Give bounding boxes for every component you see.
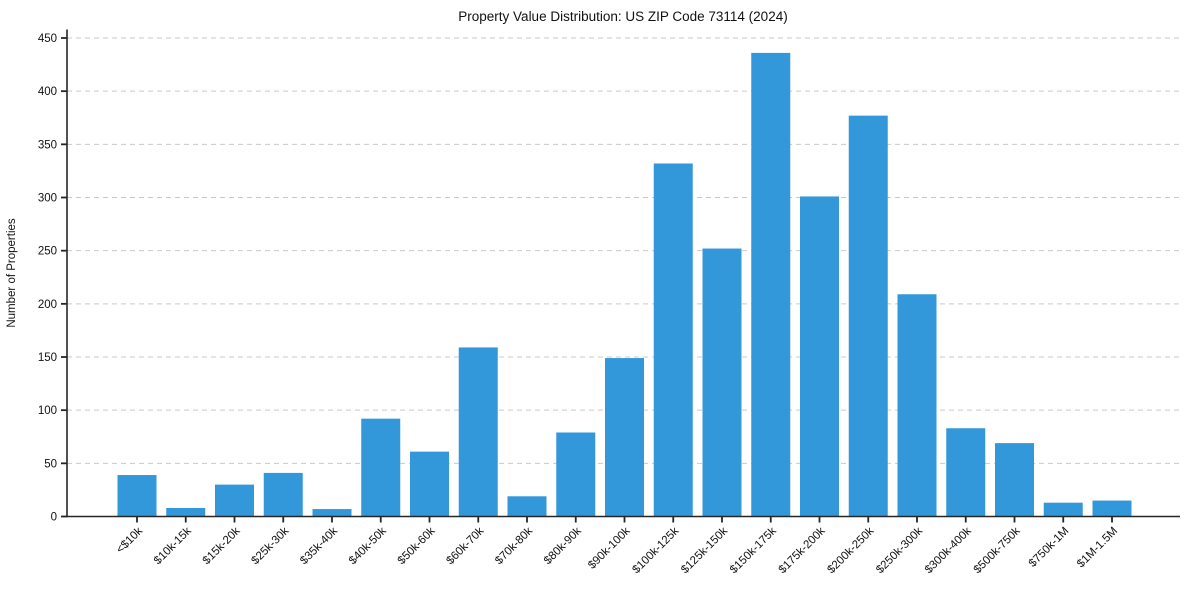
x-tick-label: $175k-200k bbox=[777, 525, 828, 576]
x-tick-label: $1M-1.5M bbox=[1075, 525, 1120, 570]
x-tick-label: $500k-750k bbox=[972, 525, 1023, 576]
x-tick-label: $10k-15k bbox=[152, 525, 194, 567]
bar bbox=[215, 484, 254, 517]
bar bbox=[702, 248, 742, 517]
x-tick-label: $35k-40k bbox=[298, 525, 340, 567]
bar bbox=[361, 418, 401, 517]
bar bbox=[605, 358, 644, 517]
y-tick-label: 350 bbox=[38, 139, 57, 151]
y-tick-label: 50 bbox=[44, 458, 57, 470]
bar bbox=[1092, 500, 1132, 517]
y-tick-label: 100 bbox=[38, 405, 57, 417]
bar bbox=[458, 347, 498, 517]
x-tick-label: $90k-100k bbox=[586, 525, 633, 572]
y-tick-label: 150 bbox=[38, 352, 57, 364]
bar bbox=[263, 472, 303, 517]
x-tick-label: $100k-125k bbox=[630, 525, 681, 576]
x-tick-label: $250k-300k bbox=[874, 525, 925, 576]
bar bbox=[166, 507, 206, 517]
bar bbox=[800, 196, 839, 517]
bar bbox=[848, 115, 888, 517]
x-tick-label: $125k-150k bbox=[679, 525, 730, 576]
bar bbox=[556, 432, 596, 517]
y-tick-label: 200 bbox=[38, 299, 57, 311]
x-tick-label: $15k-20k bbox=[201, 525, 243, 567]
bar bbox=[946, 428, 986, 517]
bar bbox=[897, 294, 937, 517]
x-tick-label: $200k-250k bbox=[825, 525, 876, 576]
x-tick-label: <$10k bbox=[114, 525, 145, 556]
x-tick-label: $750k-1M bbox=[1027, 525, 1072, 570]
bar bbox=[995, 443, 1034, 517]
bar bbox=[410, 451, 449, 517]
bar bbox=[117, 475, 157, 517]
y-tick-label: 300 bbox=[38, 193, 57, 205]
chart-plot-area: 0 50 100 150 200 250 300 350 400 450 <$10k $10k-15k… bbox=[38, 29, 1180, 576]
x-tick-label: $25k-30k bbox=[249, 525, 291, 567]
x-tick-label: $60k-70k bbox=[444, 525, 486, 567]
y-tick-label: 400 bbox=[38, 86, 57, 98]
y-axis-label: Number of Properties bbox=[6, 218, 18, 328]
y-tick-label: 450 bbox=[38, 33, 57, 45]
chart-title: Property Value Distribution: US ZIP Code… bbox=[458, 9, 787, 24]
x-tick-label: $40k-50k bbox=[347, 525, 389, 567]
x-tick-label: $300k-400k bbox=[923, 525, 974, 576]
bar bbox=[507, 496, 547, 517]
x-tick-label: $80k-90k bbox=[542, 525, 584, 567]
x-tick-label: $70k-80k bbox=[493, 525, 535, 567]
bar bbox=[751, 52, 791, 517]
y-tick-label: 0 bbox=[51, 512, 57, 524]
bar bbox=[653, 163, 693, 517]
y-tick-label: 250 bbox=[38, 246, 57, 258]
x-tick-label: $150k-175k bbox=[728, 525, 779, 576]
x-tick-label: $50k-60k bbox=[396, 525, 438, 567]
bar bbox=[312, 509, 352, 517]
bar bbox=[1043, 502, 1083, 517]
